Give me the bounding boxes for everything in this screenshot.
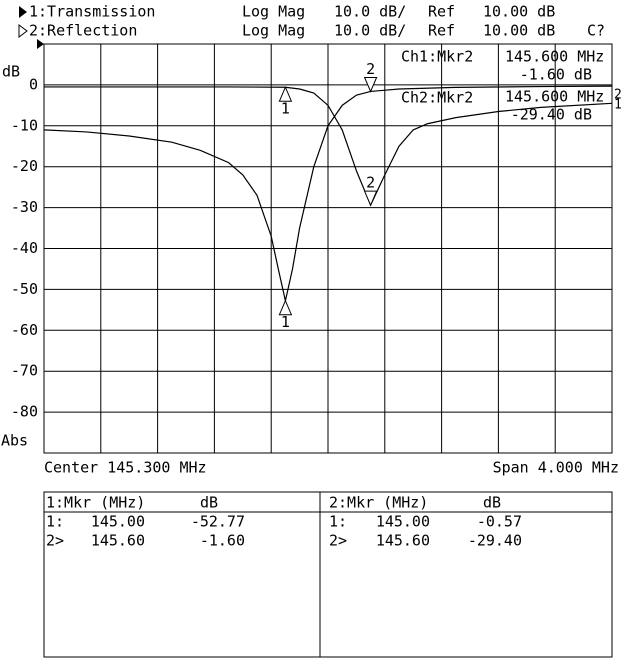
y-axis-label-bottom: Abs — [1, 432, 28, 450]
marker-readout-x: 145.600 MHz — [505, 88, 604, 106]
marker-readout-y: -1.60 dB — [520, 66, 592, 84]
marker-table-frame — [43, 491, 613, 658]
span: Span 4.000 MHz — [493, 459, 619, 477]
marker — [363, 190, 378, 207]
channel-name: 1:Transmission — [29, 3, 155, 21]
table-cell: 2> — [46, 532, 64, 550]
table-cell: 1: — [329, 513, 347, 531]
ref-position-indicator — [37, 39, 44, 49]
center-frequency: Center 145.300 MHz — [44, 459, 207, 477]
trace — [44, 86, 613, 207]
y-tick-label: -60 — [11, 321, 38, 339]
y-tick-label: 0 — [29, 75, 38, 93]
marker-readout-title: Ch1:Mkr2 — [401, 48, 473, 66]
scale: 10.0 dB/ — [334, 22, 406, 40]
ref-label: Ref — [428, 22, 455, 40]
table-cell: -52.77 — [191, 513, 245, 531]
ref: 10.00 dB — [483, 22, 555, 40]
trace-end-label: 2 — [614, 88, 622, 103]
channel-indicator — [18, 24, 28, 38]
table-cell: -0.57 — [477, 513, 522, 531]
table-cell: -1.60 — [200, 532, 245, 550]
table-header: 2:Mkr (MHz) — [329, 494, 428, 512]
marker — [278, 299, 293, 316]
marker — [363, 76, 378, 93]
y-tick-label: -10 — [11, 116, 38, 134]
format: Log Mag — [242, 22, 305, 40]
y-tick-label: -70 — [11, 362, 38, 380]
table-cell: 145.60 — [91, 532, 145, 550]
active-channel-indicator — [19, 6, 27, 18]
marker-label: 2 — [366, 174, 375, 192]
marker-readout-title: Ch2:Mkr2 — [401, 89, 473, 107]
y-tick-label: -20 — [11, 157, 38, 175]
y-tick-label: -40 — [11, 239, 38, 257]
y-tick-label: -30 — [11, 198, 38, 216]
marker-label: 1 — [281, 313, 290, 331]
format: Log Mag — [242, 3, 305, 21]
ref-label: Ref — [428, 3, 455, 21]
table-cell: 145.00 — [91, 513, 145, 531]
marker — [278, 85, 293, 102]
trace — [43, 85, 613, 301]
marker-label: 2 — [366, 60, 375, 78]
y-tick-label: -80 — [11, 403, 38, 421]
marker-readout-x: 145.600 MHz — [505, 48, 604, 66]
scale: 10.0 dB/ — [334, 3, 406, 21]
ref: 10.00 dB — [483, 3, 555, 21]
marker-readout-y: -29.40 dB — [511, 106, 592, 124]
channel-name: 2:Reflection — [29, 22, 137, 40]
table-cell: 2> — [329, 532, 347, 550]
table-header: dB — [483, 494, 501, 512]
marker-label: 1 — [281, 100, 290, 118]
table-header: dB — [200, 494, 218, 512]
table-cell: -29.40 — [468, 532, 522, 550]
table-cell: 145.00 — [376, 513, 430, 531]
y-axis-label: dB — [2, 63, 20, 81]
table-header: 1:Mkr (MHz) — [46, 494, 145, 512]
y-tick-label: -50 — [11, 280, 38, 298]
table-cell: 1: — [46, 513, 64, 531]
table-cell: 145.60 — [376, 532, 430, 550]
trace-end-label: 1 — [614, 98, 622, 113]
status: C? — [587, 22, 605, 40]
